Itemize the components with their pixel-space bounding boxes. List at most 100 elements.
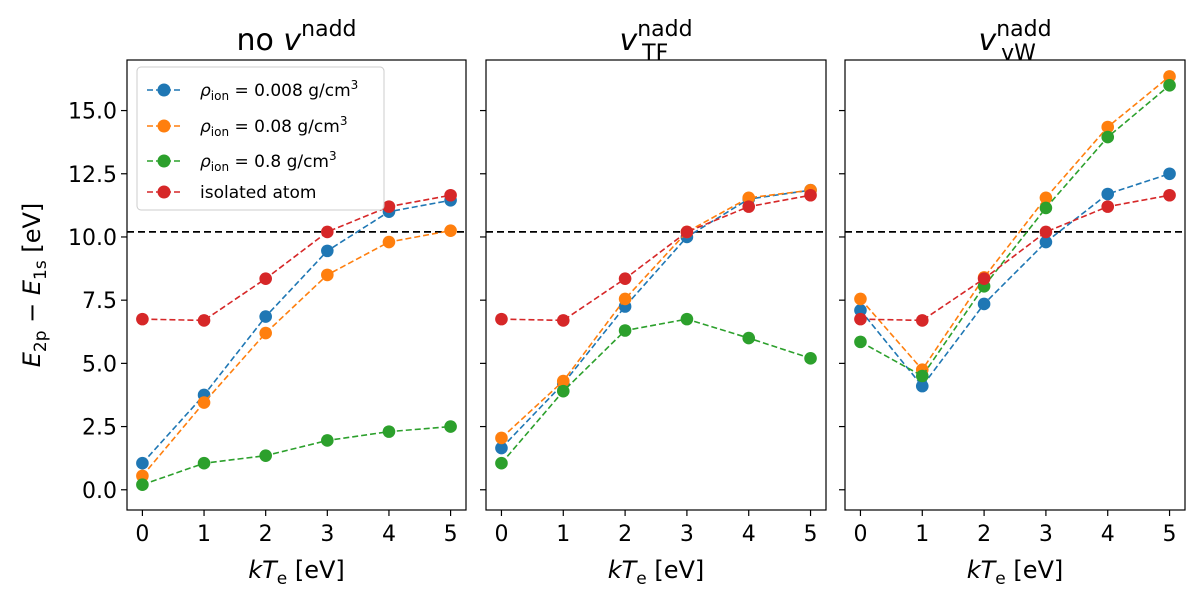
data-point-0-2-5 xyxy=(444,420,457,433)
legend-frame xyxy=(136,66,385,211)
series-line-0-0 xyxy=(141,199,451,464)
data-point-0-3-1 xyxy=(197,314,211,327)
data-point-2-0-3 xyxy=(1039,235,1053,249)
data-point-0-0-0 xyxy=(136,456,149,470)
x-tick-label-0-5: 5 xyxy=(444,522,458,547)
y-tick-label-3: 7.5 xyxy=(82,289,117,314)
data-point-1-3-4 xyxy=(742,200,756,213)
x-tick-label-1-4: 4 xyxy=(742,522,756,547)
data-point-0-2-2 xyxy=(259,449,272,462)
y-axis-label: E2p − E1s [eV] xyxy=(18,203,51,368)
y-tick-label-5: 12.5 xyxy=(68,163,117,188)
legend: ρion = 0.008 g/cm3 ρion = 0.08 g/cm3 ρio… xyxy=(136,66,385,211)
data-point-0-1-4 xyxy=(382,235,396,249)
legend-label-1: ρion = 0.08 g/cm3 xyxy=(200,114,347,139)
data-point-0-3-0 xyxy=(136,312,149,326)
series-line-2-2 xyxy=(860,84,1171,378)
data-point-1-2-2 xyxy=(618,324,632,337)
series-line-1-2 xyxy=(500,318,811,464)
data-point-1-2-4 xyxy=(742,331,756,345)
y-tick-label-4: 10.0 xyxy=(68,226,117,251)
data-point-2-2-1 xyxy=(915,369,929,383)
legend-label-3: isolated atom xyxy=(200,183,317,203)
legend-marker-3 xyxy=(157,185,171,199)
series-line-0-2 xyxy=(142,425,451,486)
data-point-1-2-5 xyxy=(804,352,817,365)
series-line-0-3 xyxy=(142,194,451,322)
y-tick-label-6: 15.0 xyxy=(68,100,117,125)
data-point-2-0-0 xyxy=(854,303,867,317)
x-tick-label-0-1: 1 xyxy=(197,522,211,547)
data-point-2-2-0 xyxy=(854,335,867,349)
x-tick-label-1-5: 5 xyxy=(804,522,818,547)
x-tick-label-2-5: 5 xyxy=(1163,522,1177,547)
x-tick-label-0-3: 3 xyxy=(320,522,334,547)
data-point-2-0-5 xyxy=(1163,167,1176,181)
data-point-2-1-0 xyxy=(854,292,867,306)
axes-frame-0 xyxy=(126,59,467,511)
data-point-2-3-2 xyxy=(977,272,991,285)
data-point-1-1-0 xyxy=(495,431,508,445)
y-tick-label-1: 2.5 xyxy=(82,416,117,441)
legend-label-2: ρion = 0.8 g/cm3 xyxy=(200,149,337,174)
data-point-1-2-1 xyxy=(556,384,570,398)
x-tick-label-0-2: 2 xyxy=(259,522,273,547)
data-point-0-0-2 xyxy=(259,310,272,323)
data-point-2-3-4 xyxy=(1101,200,1115,213)
data-point-0-2-3 xyxy=(321,434,334,447)
x-tick-label-2-1: 1 xyxy=(915,522,929,547)
series-line-1-3 xyxy=(501,194,811,322)
legend-marker-1 xyxy=(157,119,171,133)
panels: 0 1 2 3 4 5 0.0 2.5 5.0 7.5 10.0 12.5 15.0 kTe [eV] no… xyxy=(68,17,1186,589)
data-point-0-1-3 xyxy=(321,268,334,282)
x-tick-label-1-2: 2 xyxy=(618,522,632,547)
panel-title-0: no vnadd xyxy=(236,17,356,58)
data-point-1-3-0 xyxy=(495,312,508,326)
series-line-0-1 xyxy=(141,229,451,477)
panel-title-2: vnadd vW xyxy=(978,17,1051,66)
x-tick-label-1-3: 3 xyxy=(680,522,694,547)
legend-item-3: isolated atom xyxy=(147,183,317,203)
x-tick-label-2-4: 4 xyxy=(1101,522,1115,547)
series-line-2-0 xyxy=(859,172,1170,388)
legend-item-0: ρion = 0.008 g/cm3 xyxy=(147,78,358,103)
data-point-1-3-5 xyxy=(804,188,817,202)
panel-2: 0 1 2 3 4 5 kTe [eV] vnadd vW xyxy=(839,17,1186,589)
series-line-2-1 xyxy=(859,75,1171,372)
x-axis-label-1: kTe [eV] xyxy=(608,556,705,589)
data-point-1-1-2 xyxy=(618,292,632,306)
axes-frame-2 xyxy=(844,59,1186,511)
data-point-0-2-0 xyxy=(136,478,149,492)
legend-marker-0 xyxy=(157,83,171,97)
data-point-1-3-3 xyxy=(680,225,694,239)
data-point-0-1-0 xyxy=(136,469,149,483)
data-point-1-2-3 xyxy=(680,312,694,326)
data-point-2-2-4 xyxy=(1101,130,1115,144)
data-point-2-1-4 xyxy=(1101,120,1115,134)
data-point-0-3-5 xyxy=(444,188,457,202)
legend-label-0: ρion = 0.008 g/cm3 xyxy=(200,78,358,103)
data-point-0-3-3 xyxy=(321,225,334,239)
x-tick-label-1-0: 0 xyxy=(494,522,508,547)
data-point-2-3-5 xyxy=(1163,188,1176,202)
axes-frame-1 xyxy=(485,59,827,511)
series-line-2-3 xyxy=(860,194,1170,322)
data-point-2-0-4 xyxy=(1101,187,1115,201)
panel-1: 0 1 2 3 4 5 kTe [eV] vnadd TF xyxy=(480,17,827,589)
data-point-1-3-2 xyxy=(618,272,632,285)
series-line-1-0 xyxy=(500,189,811,449)
data-point-1-0-0 xyxy=(495,441,508,455)
x-tick-label-2-3: 3 xyxy=(1039,522,1053,547)
data-point-0-1-1 xyxy=(197,396,211,409)
data-point-2-2-5 xyxy=(1163,78,1176,92)
legend-marker-2 xyxy=(157,154,171,168)
data-point-0-3-2 xyxy=(259,272,272,285)
data-point-0-2-1 xyxy=(197,456,211,470)
x-tick-label-0-0: 0 xyxy=(135,522,149,547)
data-point-1-3-1 xyxy=(556,314,570,327)
data-point-0-2-4 xyxy=(382,425,396,438)
legend-item-2: ρion = 0.8 g/cm3 xyxy=(147,149,337,174)
x-tick-label-2-0: 0 xyxy=(853,522,867,547)
data-point-2-1-3 xyxy=(1039,191,1053,205)
